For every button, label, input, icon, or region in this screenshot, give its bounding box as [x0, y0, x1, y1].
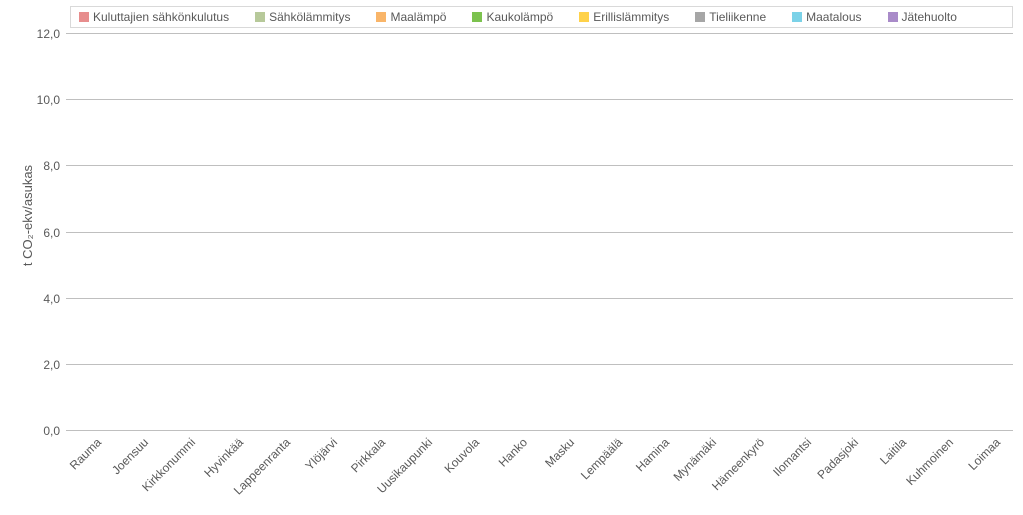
bar-slot: Lempäälä — [587, 34, 634, 431]
x-label: Ilomantsi — [765, 430, 815, 480]
kuluttajien-swatch — [79, 12, 89, 22]
tieliikenne-swatch — [695, 12, 705, 22]
bar-slot: Laitila — [871, 34, 918, 431]
legend-item-kaukolampo: Kaukolämpö — [472, 10, 553, 24]
bar-slot: Hämeenkyrö — [729, 34, 776, 431]
legend-item-kuluttajien: Kuluttajien sähkönkulutus — [79, 10, 229, 24]
y-tick-label: 2,0 — [43, 358, 66, 372]
legend-item-erillislammitys: Erillislämmitys — [579, 10, 669, 24]
bar-slot: Ylöjärvi — [303, 34, 350, 431]
x-label: Kouvola — [436, 430, 482, 476]
x-label: Ylöjärvi — [297, 430, 340, 473]
y-tick-label: 0,0 — [43, 424, 66, 438]
x-label: Loimaa — [960, 430, 1003, 473]
erillislammitys-swatch — [579, 12, 589, 22]
bar-slot: Joensuu — [113, 34, 160, 431]
erillislammitys-legend-label: Erillislämmitys — [593, 10, 669, 24]
y-tick-label: 6,0 — [43, 226, 66, 240]
jatehuolto-swatch — [888, 12, 898, 22]
bars-layer: RaumaJoensuuKirkkonummiHyvinkääLappeenra… — [66, 34, 1013, 431]
bar-slot: Kouvola — [445, 34, 492, 431]
chart-plot: 0,02,04,06,08,010,012,0 RaumaJoensuuKirk… — [66, 34, 1013, 431]
y-axis-title: t CO₂-ekv/asukas — [18, 0, 38, 431]
maatalous-legend-label: Maatalous — [806, 10, 861, 24]
maalampo-swatch — [376, 12, 386, 22]
x-label: Padasjoki — [809, 430, 861, 482]
legend-item-tieliikenne: Tieliikenne — [695, 10, 766, 24]
bar-slot: Pirkkala — [350, 34, 397, 431]
kuluttajien-legend-label: Kuluttajien sähkönkulutus — [93, 10, 229, 24]
maatalous-swatch — [792, 12, 802, 22]
chart-legend: Kuluttajien sähkönkulutus Sähkölämmitys Ma… — [70, 6, 1013, 28]
legend-item-jatehuolto: Jätehuolto — [888, 10, 957, 24]
bar-slot: Masku — [540, 34, 587, 431]
kaukolampo-legend-label: Kaukolämpö — [486, 10, 553, 24]
maalampo-legend-label: Maalämpö — [390, 10, 446, 24]
bar-slot: Kirkkonummi — [161, 34, 208, 431]
legend-item-maatalous: Maatalous — [792, 10, 861, 24]
bar-slot: Padasjoki — [824, 34, 871, 431]
bar-slot: Loimaa — [966, 34, 1013, 431]
y-tick-label: 12,0 — [37, 27, 66, 41]
bar-slot: Kuhmoinen — [918, 34, 965, 431]
bar-slot: Hyvinkää — [208, 34, 255, 431]
y-tick-label: 4,0 — [43, 292, 66, 306]
bar-slot: Lappeenranta — [255, 34, 302, 431]
bar-slot: Rauma — [66, 34, 113, 431]
jatehuolto-legend-label: Jätehuolto — [902, 10, 957, 24]
sahkolammitys-legend-label: Sähkölämmitys — [269, 10, 350, 24]
kaukolampo-swatch — [472, 12, 482, 22]
tieliikenne-legend-label: Tieliikenne — [709, 10, 766, 24]
bar-slot: Hamina — [634, 34, 681, 431]
x-label: Kuhmoinen — [898, 430, 956, 488]
bar-slot: Uusikaupunki — [397, 34, 444, 431]
legend-item-maalampo: Maalämpö — [376, 10, 446, 24]
y-tick-label: 8,0 — [43, 159, 66, 173]
chart-container: Kuluttajien sähkönkulutus Sähkölämmitys Ma… — [0, 0, 1023, 515]
legend-item-sahkolammitys: Sähkölämmitys — [255, 10, 350, 24]
x-label: Rauma — [61, 430, 104, 473]
x-label: Hanko — [490, 430, 530, 470]
x-label: Masku — [537, 430, 578, 471]
x-label: Lempäälä — [572, 430, 625, 483]
x-label: Laitila — [871, 430, 909, 468]
bar-slot: Mynämäki — [682, 34, 729, 431]
y-tick-label: 10,0 — [37, 93, 66, 107]
bar-slot: Ilomantsi — [776, 34, 823, 431]
sahkolammitys-swatch — [255, 12, 265, 22]
y-axis-title-label: t CO₂-ekv/asukas — [21, 165, 36, 266]
bar-slot: Hanko — [492, 34, 539, 431]
